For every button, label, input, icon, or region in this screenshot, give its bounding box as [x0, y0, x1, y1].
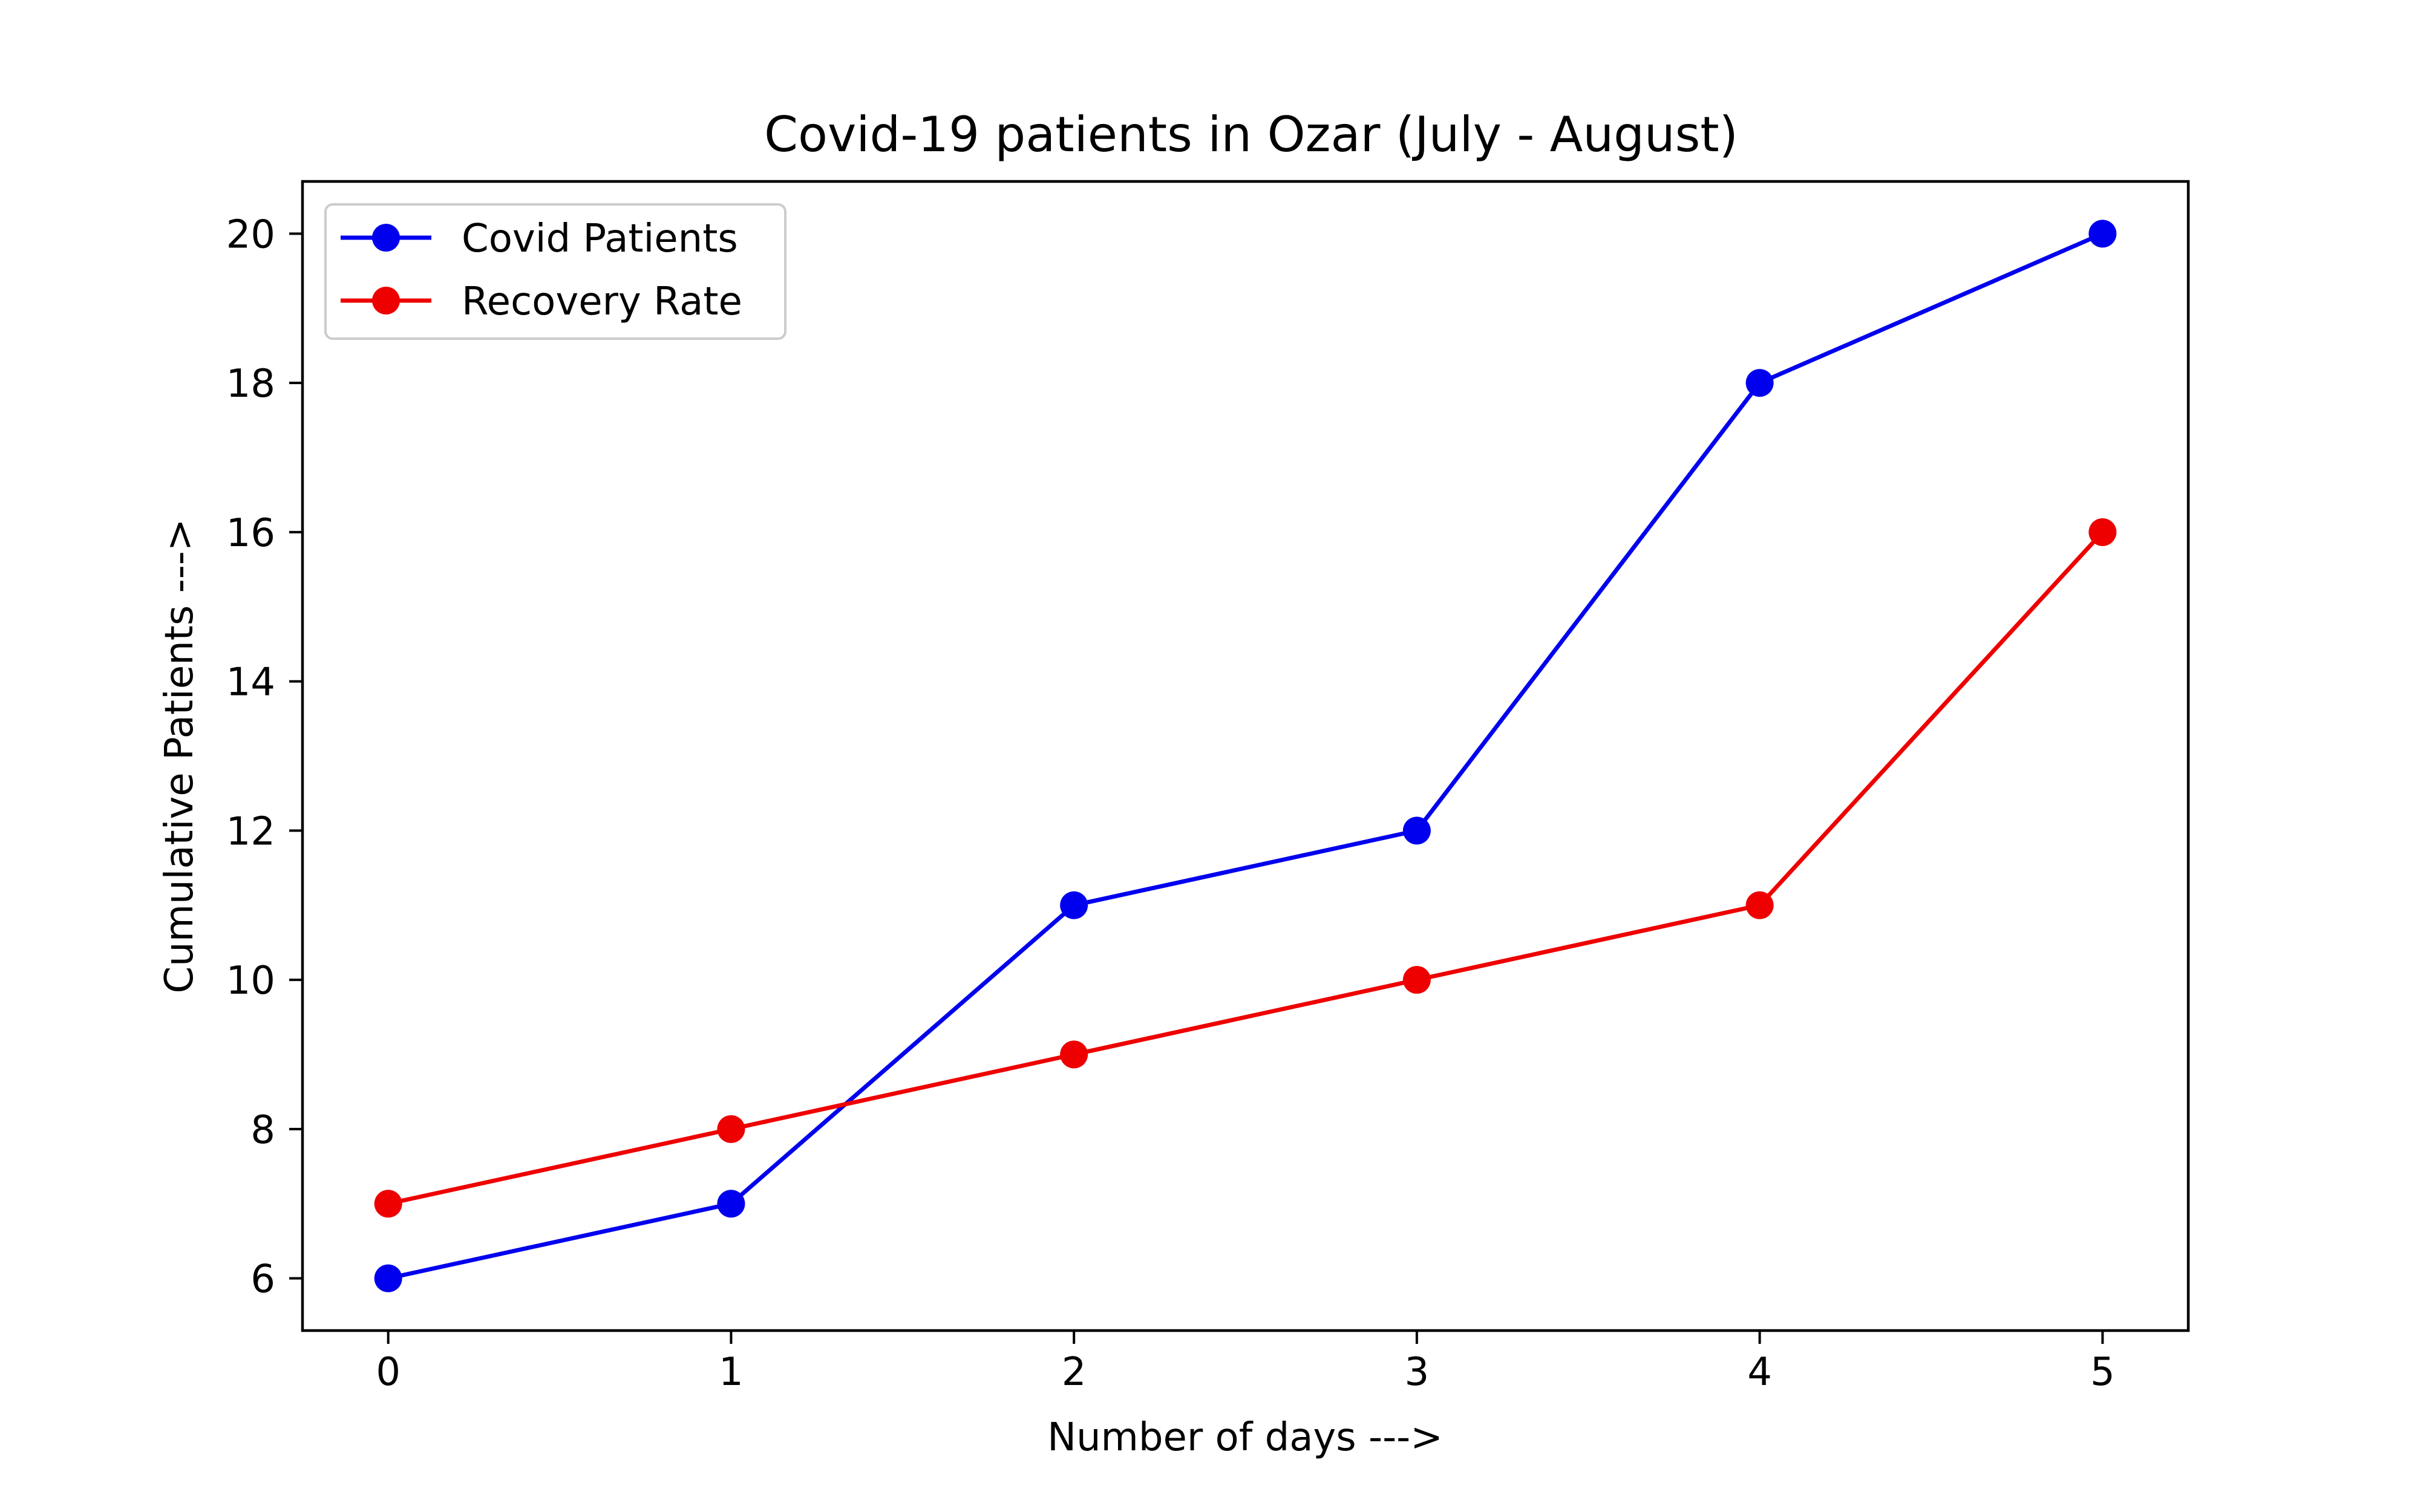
data-point-recovery-rate [717, 1115, 745, 1143]
y-tick-label: 16 [226, 511, 275, 556]
series-covid-patients [374, 220, 2117, 1292]
y-tick-label: 8 [250, 1108, 275, 1153]
plot-area [374, 220, 2117, 1292]
x-tick-label: 4 [1747, 1350, 1772, 1395]
x-tick-label: 1 [719, 1350, 744, 1395]
chart-title: Covid-19 patients in Ozar (July - August… [764, 106, 1738, 163]
legend-label-covid-patients: Covid Patients [462, 217, 738, 261]
data-point-covid-patients [1060, 891, 1088, 919]
series-recovery-rate [374, 518, 2117, 1218]
legend-marker-recovery-rate [372, 287, 400, 314]
y-tick-label: 10 [226, 959, 275, 1003]
y-tick-label: 6 [250, 1257, 275, 1302]
x-tick-label: 0 [376, 1350, 401, 1395]
axes-frame [301, 180, 2190, 1332]
legend-label-recovery-rate: Recovery Rate [462, 279, 742, 324]
data-point-recovery-rate [1402, 966, 1431, 994]
data-point-recovery-rate [1745, 891, 1774, 919]
y-tick-label: 12 [226, 809, 275, 854]
y-axis-label: Cumulative Patients ---> [157, 518, 202, 993]
y-tick-label: 14 [226, 660, 275, 705]
x-tick-label: 2 [1062, 1350, 1087, 1395]
data-point-recovery-rate [374, 1190, 402, 1218]
data-point-covid-patients [1402, 816, 1431, 845]
series-line-recovery-rate [385, 529, 2106, 1207]
x-tick-label: 5 [2090, 1350, 2115, 1395]
data-point-covid-patients [374, 1264, 402, 1292]
legend-marker-covid-patients [372, 224, 400, 252]
data-point-recovery-rate [1060, 1040, 1088, 1069]
data-point-covid-patients [1745, 369, 1774, 397]
x-tick-label: 3 [1405, 1350, 1430, 1395]
x-axis: 0 1 2 3 4 5 [376, 1331, 2115, 1395]
data-point-recovery-rate [2088, 518, 2117, 546]
legend-box [324, 203, 786, 340]
data-point-covid-patients [717, 1190, 745, 1218]
legend: Covid Patients Recovery Rate [324, 203, 786, 340]
series-line-covid-patients [385, 230, 2105, 1281]
y-tick-label: 20 [226, 212, 275, 257]
data-point-covid-patients [2088, 220, 2117, 248]
x-axis-label: Number of days ---> [1047, 1415, 1443, 1460]
y-axis: 6 8 10 12 14 16 18 20 [226, 212, 302, 1302]
y-tick-label: 18 [226, 362, 275, 406]
